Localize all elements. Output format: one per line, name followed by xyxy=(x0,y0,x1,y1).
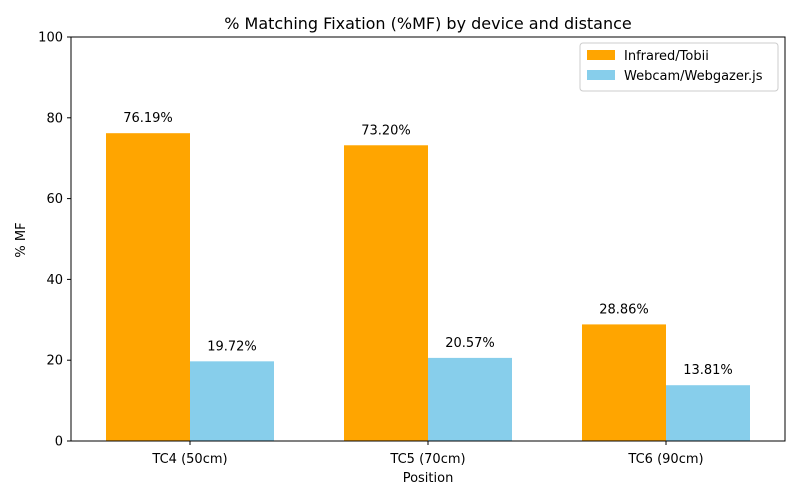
bar-value-label: 76.19% xyxy=(123,111,173,126)
bar-value-label: 28.86% xyxy=(599,302,649,317)
legend-label: Infrared/Tobii xyxy=(624,49,709,64)
x-axis: TC4 (50cm) TC5 (70cm) TC6 (90cm) xyxy=(151,441,703,467)
y-tick-label: 40 xyxy=(46,273,63,288)
bar-value-label: 73.20% xyxy=(361,123,411,138)
bar-value-label: 20.57% xyxy=(445,336,495,351)
legend-swatch xyxy=(587,70,615,80)
legend-label: Webcam/Webgazer.js xyxy=(624,69,763,84)
x-tick-label: TC4 (50cm) xyxy=(151,452,227,467)
x-tick-label: TC6 (90cm) xyxy=(627,452,703,467)
y-axis-title: % MF xyxy=(14,222,29,257)
chart-title: % Matching Fixation (%MF) by device and … xyxy=(224,14,632,33)
bar-infrared-tobii xyxy=(582,324,666,441)
y-tick-label: 0 xyxy=(55,435,63,450)
y-tick-label: 60 xyxy=(46,192,63,207)
y-tick-label: 80 xyxy=(46,111,63,126)
x-axis-title: Position xyxy=(403,471,454,486)
bar-infrared-tobii xyxy=(344,145,428,441)
bars-group xyxy=(106,133,750,441)
bar-infrared-tobii xyxy=(106,133,190,441)
y-tick-label: 100 xyxy=(38,31,63,46)
y-tick-label: 20 xyxy=(46,354,63,369)
bar-webcam-webgazer xyxy=(428,358,512,441)
y-axis: 0 20 40 60 80 100 xyxy=(38,31,71,450)
x-tick-label: TC5 (70cm) xyxy=(389,452,465,467)
bar-value-label: 13.81% xyxy=(683,363,733,378)
legend: Infrared/Tobii Webcam/Webgazer.js xyxy=(580,43,778,91)
legend-swatch xyxy=(587,50,615,60)
bar-webcam-webgazer xyxy=(190,361,274,441)
bar-value-label: 19.72% xyxy=(207,339,257,354)
bar-webcam-webgazer xyxy=(666,385,750,441)
